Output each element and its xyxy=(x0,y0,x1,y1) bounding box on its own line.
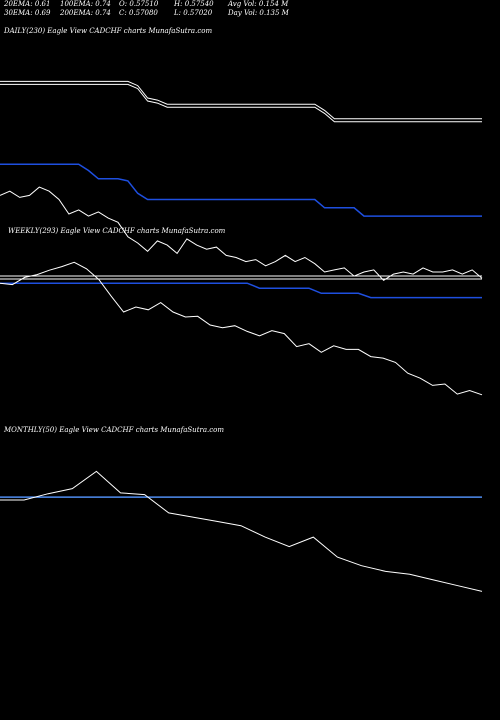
close-readout: C: 0.57080 xyxy=(119,9,158,17)
daily-upper-ema-line-band xyxy=(0,83,482,123)
weekly-ema-line xyxy=(0,282,482,299)
monthly-panel-label: MONTHLY(50) Eagle View CADCHF charts Mun… xyxy=(4,426,225,434)
ema100-readout: 100EMA: 0.74 xyxy=(60,0,111,8)
monthly-price-line xyxy=(0,470,483,592)
ema30-readout: 30EMA: 0.69 xyxy=(4,9,51,17)
ema200-readout: 200EMA: 0.74 xyxy=(60,9,111,17)
high-readout: H: 0.57540 xyxy=(174,0,214,8)
daily-ema-line xyxy=(0,163,482,217)
low-readout: L: 0.57020 xyxy=(174,9,213,17)
daily-price-line xyxy=(0,186,483,281)
ema20-readout: 20EMA: 0.61 xyxy=(4,0,51,8)
avg-vol-readout: Avg Vol: 0.154 M xyxy=(228,0,289,8)
daily-panel-label: DAILY(230) Eagle View CADCHF charts Muna… xyxy=(4,27,213,35)
day-vol-readout: Day Vol: 0.135 M xyxy=(228,9,289,17)
open-readout: O: 0.57510 xyxy=(119,0,159,8)
weekly-price-line xyxy=(0,261,483,396)
daily-upper-ema-line xyxy=(0,80,482,120)
weekly-panel-label: WEEKLY(293) Eagle View CADCHF charts Mun… xyxy=(8,227,226,235)
